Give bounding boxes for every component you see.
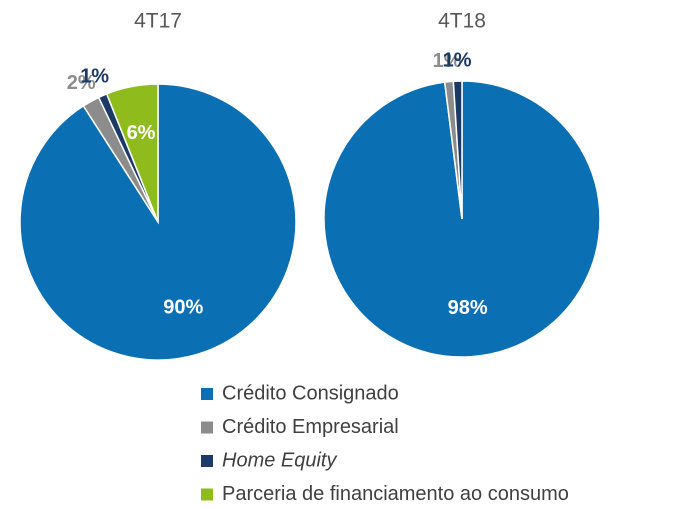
data-label: 6%: [127, 122, 156, 144]
pie-slice: [105, 83, 159, 223]
data-label: 98%: [448, 297, 488, 319]
legend-swatch: [201, 388, 213, 400]
legend-swatch: [201, 455, 213, 467]
legend-swatch: [201, 421, 213, 434]
legend-label: Home Equity: [222, 449, 337, 471]
pie-title: 4T17: [134, 10, 182, 33]
data-label: 90%: [163, 296, 203, 318]
data-label: 1%: [443, 49, 472, 71]
data-label: 1%: [80, 66, 109, 88]
legend-label: Crédito Consignado: [222, 382, 399, 404]
legend-label: Parceria de financiamento ao consumo: [222, 483, 569, 505]
data-label: 1%: [433, 50, 462, 72]
pie-slice: [452, 80, 463, 220]
pie-slice: [19, 83, 297, 361]
data-label: 2%: [67, 72, 96, 94]
legend-label: Crédito Empresarial: [222, 416, 399, 438]
legend-swatch: [201, 488, 213, 501]
pie-title: 4T18: [438, 10, 486, 33]
